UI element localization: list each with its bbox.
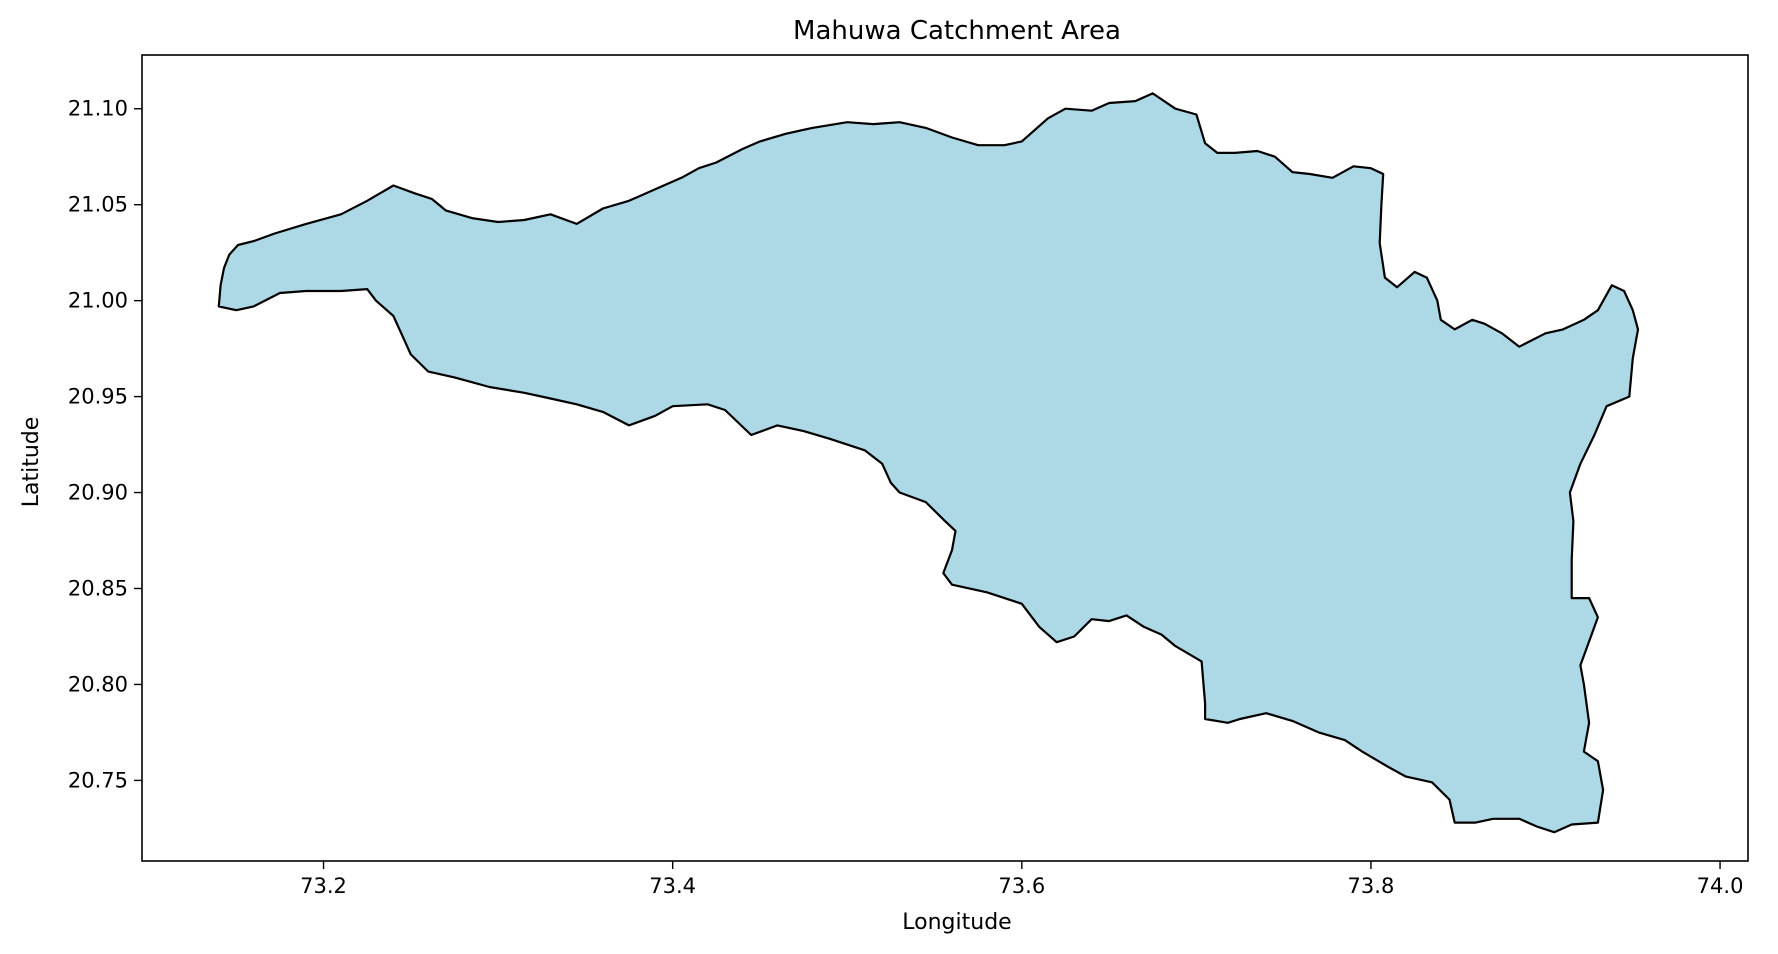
y-tick-label: 21.10	[68, 97, 128, 121]
x-tick-label: 73.8	[1348, 874, 1395, 898]
y-tick-label: 21.00	[68, 289, 128, 313]
x-tick-label: 73.2	[300, 874, 347, 898]
y-axis-label: Latitude	[19, 417, 44, 508]
axis-ticks: 73.2 73.4 73.6 73.8 74.0 20.75 20.80 20.85 20.90…	[68, 97, 1744, 898]
y-tick-label: 20.85	[68, 576, 128, 600]
x-tick-label: 73.6	[998, 874, 1045, 898]
x-axis-label: Longitude	[902, 910, 1011, 935]
plot-area	[217, 92, 1640, 834]
y-tick-label: 20.95	[68, 385, 128, 409]
chart-title: Mahuwa Catchment Area	[793, 16, 1121, 46]
axes-frame	[141, 54, 1749, 862]
y-tick-label: 20.90	[68, 481, 128, 505]
y-tick-label: 20.80	[68, 672, 128, 696]
y-tick-label: 20.75	[68, 768, 128, 792]
catchment-polygon	[217, 92, 1640, 834]
y-tick-label: 21.05	[68, 193, 128, 217]
x-tick-label: 74.0	[1697, 874, 1744, 898]
x-tick-label: 73.4	[649, 874, 696, 898]
